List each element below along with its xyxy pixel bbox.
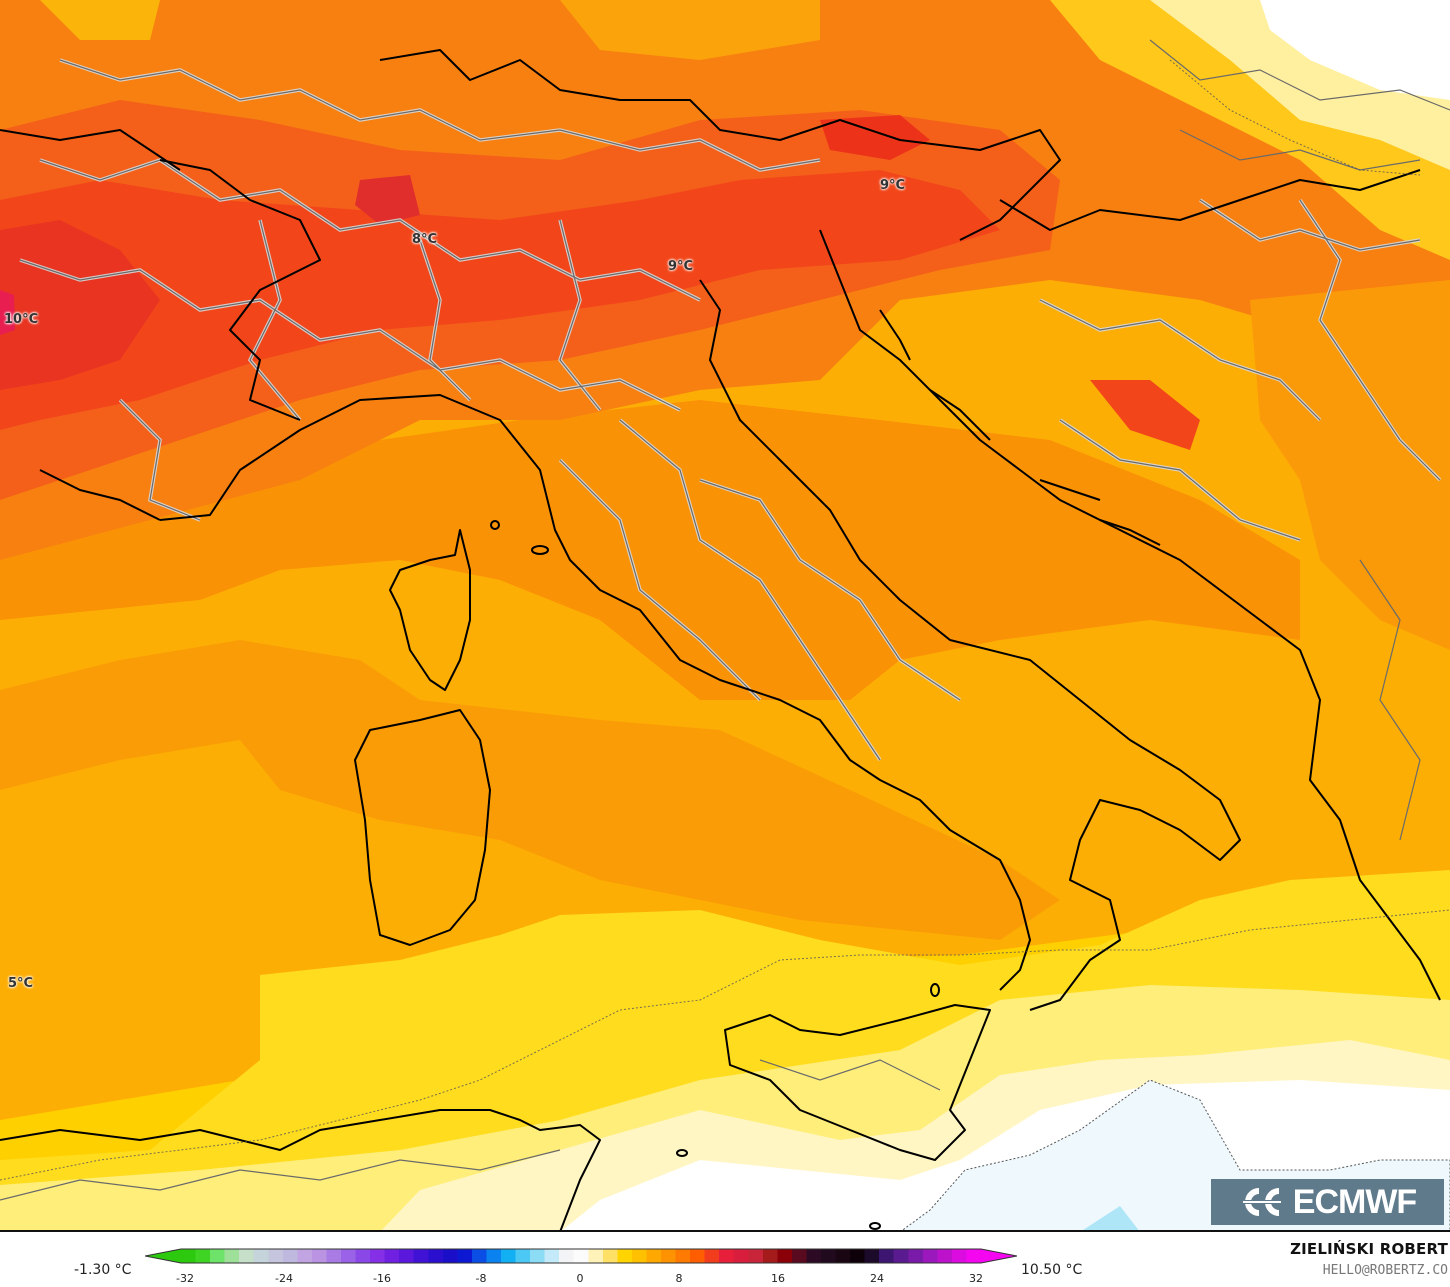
temperature-colorbar: [145, 1248, 1017, 1264]
regional-borders: [0, 39, 1450, 1201]
colorbar-tick: -32: [176, 1272, 194, 1285]
band-east-amber: [1250, 280, 1450, 650]
band-hotspot-west: [0, 290, 15, 335]
band-amber-orange: [0, 400, 1300, 700]
band-ne-white: [1260, 0, 1450, 100]
colorbar-tick: 32: [969, 1272, 983, 1285]
temperature-label: 5°C: [8, 976, 34, 991]
band-dark-amber: [0, 640, 1060, 940]
colorbar-tick: 16: [771, 1272, 785, 1285]
ecmwf-logo-text: ECMWF: [1292, 1183, 1417, 1221]
colorbar-tick: -24: [275, 1272, 293, 1285]
map-canvas: [0, 0, 1450, 1230]
band-red-balkans: [1090, 380, 1200, 450]
temperature-label: 8°C: [412, 232, 438, 247]
legend-max-value: 10.50 °C: [1021, 1262, 1083, 1278]
band-deep-red-west: [0, 220, 160, 390]
colorbar-tick: 24: [870, 1272, 884, 1285]
temperature-label: 9°C: [880, 178, 906, 193]
ecmwf-logo: ECMWF: [1211, 1179, 1444, 1225]
legend-min-value: -1.30 °C: [74, 1262, 132, 1278]
temperature-map: 10°C 8°C 9°C 9°C 5°C ECMWF: [0, 0, 1450, 1232]
author-email: HELLO@ROBERTZ.CO: [1322, 1263, 1448, 1278]
colorbar-tick: 8: [675, 1272, 683, 1285]
band-red-orange: [0, 170, 1000, 430]
band-nw-amber: [40, 0, 160, 40]
colorbar-tick: -8: [475, 1272, 487, 1285]
band-deep-red-alps: [355, 175, 420, 225]
isotherm-lines: [0, 59, 1450, 1181]
band-light-blue: [1083, 1206, 1139, 1230]
temperature-label: 10°C: [4, 312, 39, 327]
colorbar-tick: 0: [576, 1272, 584, 1285]
ecmwf-logo-icon: [1240, 1188, 1283, 1216]
band-deep-red-northeast: [820, 115, 930, 160]
temperature-label: 9°C: [668, 259, 694, 274]
band-north-amber: [560, 0, 820, 60]
coastlines-and-national-borders: [0, 49, 1441, 1230]
author-credit: ZIELIŃSKI ROBERT: [1290, 1240, 1448, 1258]
colorbar-tick: -16: [373, 1272, 391, 1285]
